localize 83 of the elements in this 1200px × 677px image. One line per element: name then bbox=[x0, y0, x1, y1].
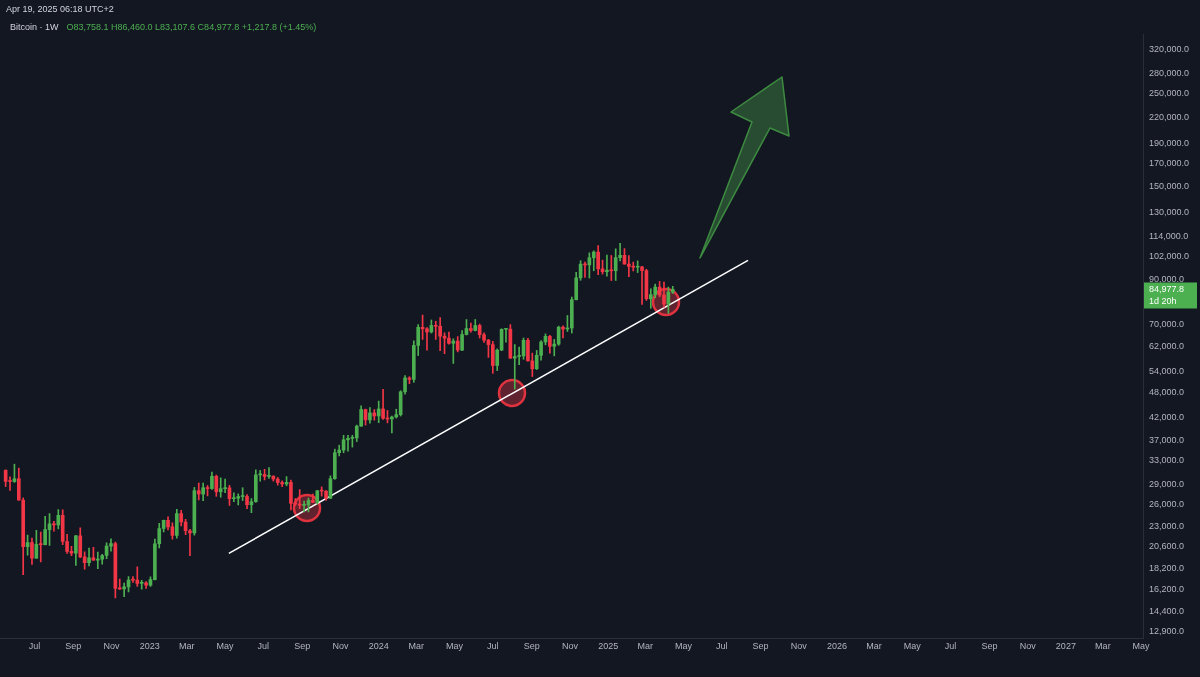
x-tick-label: Nov bbox=[103, 641, 121, 652]
candlestick bbox=[139, 580, 144, 590]
x-tick-label: 2027 bbox=[1055, 641, 1076, 652]
x-tick-label: Nov bbox=[561, 641, 579, 652]
y-tick-label: 150,000.0 bbox=[1149, 180, 1190, 191]
x-tick-label: 2026 bbox=[827, 641, 848, 652]
candlestick bbox=[297, 489, 302, 510]
x-tick-label: 2023 bbox=[139, 641, 160, 652]
y-tick-label: 14,400.0 bbox=[1149, 605, 1185, 616]
candlestick bbox=[135, 566, 140, 587]
x-tick-label: May bbox=[446, 641, 464, 652]
x-tick-label: Nov bbox=[1019, 641, 1037, 652]
candlestick bbox=[346, 435, 350, 452]
candlestick bbox=[425, 327, 429, 351]
x-tick-label: Mar bbox=[408, 641, 425, 652]
x-tick-label: Mar bbox=[1095, 641, 1111, 652]
y-tick-label: 102,000.0 bbox=[1149, 250, 1190, 261]
y-tick-label: 70,000.0 bbox=[1149, 319, 1185, 330]
y-tick-label: 220,000.0 bbox=[1149, 111, 1190, 122]
x-tick-label: May bbox=[216, 641, 235, 652]
y-tick-label: 23,000.0 bbox=[1149, 520, 1185, 531]
candlestick bbox=[605, 254, 609, 277]
x-tick-label: Sep bbox=[65, 641, 82, 652]
x-tick-label: Sep bbox=[294, 641, 311, 652]
candlestick bbox=[552, 339, 557, 357]
y-tick-label: 114,000.0 bbox=[1149, 230, 1189, 241]
y-tick-label: 12,900.0 bbox=[1149, 625, 1185, 636]
y-tick-label: 33,000.0 bbox=[1149, 455, 1185, 466]
x-tick-label: 2025 bbox=[598, 641, 619, 652]
x-tick-label: Jul bbox=[944, 641, 957, 652]
x-tick-label: Sep bbox=[523, 641, 540, 652]
candlestick bbox=[609, 255, 614, 281]
x-tick-label: Jul bbox=[257, 641, 270, 652]
candlestick bbox=[95, 551, 100, 570]
x-tick-label: Mar bbox=[637, 641, 653, 652]
text: 1d 20h bbox=[1149, 295, 1177, 306]
text: 84,977.8 bbox=[1149, 283, 1185, 294]
candlestick bbox=[451, 338, 456, 364]
chart-title: Bitcoin · 1W bbox=[10, 22, 59, 32]
candlestick bbox=[218, 477, 223, 498]
x-tick-label: 2024 bbox=[368, 641, 389, 652]
x-tick-label: Mar bbox=[866, 641, 882, 652]
x-tick-label: Jul bbox=[28, 641, 41, 652]
y-tick-label: 62,000.0 bbox=[1149, 341, 1185, 352]
y-tick-label: 42,000.0 bbox=[1149, 411, 1185, 422]
candlestick bbox=[267, 467, 271, 479]
y-tick-label: 29,000.0 bbox=[1149, 478, 1185, 489]
candlestick bbox=[372, 409, 377, 421]
y-tick-label: 18,200.0 bbox=[1149, 563, 1185, 574]
x-tick-label: Mar bbox=[179, 641, 195, 652]
x-tick-label: May bbox=[903, 641, 922, 652]
candlestick bbox=[196, 482, 201, 501]
candlestick bbox=[648, 288, 653, 309]
y-tick-label: 90,000.0 bbox=[1149, 273, 1185, 284]
candlestick bbox=[109, 538, 113, 552]
y-tick-label: 280,000.0 bbox=[1149, 67, 1190, 78]
y-tick-label: 190,000.0 bbox=[1149, 138, 1190, 149]
candlestick bbox=[302, 500, 306, 513]
candlestick bbox=[223, 478, 227, 494]
candlestick bbox=[232, 492, 236, 502]
y-tick-label: 20,600.0 bbox=[1149, 540, 1185, 551]
text: Apr 19, 2025 06:18 UTC+2 bbox=[6, 4, 114, 14]
x-tick-label: Jul bbox=[715, 641, 728, 652]
y-tick-label: 54,000.0 bbox=[1149, 366, 1185, 377]
x-tick-label: Jul bbox=[487, 641, 499, 652]
y-tick-label: 48,000.0 bbox=[1149, 387, 1185, 398]
x-tick-label: Sep bbox=[981, 641, 998, 652]
y-tick-label: 320,000.0 bbox=[1149, 43, 1190, 54]
y-tick-label: 170,000.0 bbox=[1149, 158, 1190, 169]
y-tick-label: 130,000.0 bbox=[1149, 206, 1190, 217]
y-tick-label: 16,200.0 bbox=[1149, 584, 1185, 595]
y-tick-label: 250,000.0 bbox=[1149, 88, 1190, 99]
x-tick-label: Nov bbox=[332, 641, 349, 652]
y-tick-label: 26,000.0 bbox=[1149, 498, 1185, 509]
x-tick-label: May bbox=[674, 641, 693, 652]
candlestick bbox=[38, 531, 43, 563]
chart-subtitle: O83,758.1 H86,460.0 L83,107.6 C84,977.8 +1,217.8 (+1.45%) bbox=[66, 22, 317, 32]
candlestick bbox=[640, 266, 644, 305]
y-tick-label: 37,000.0 bbox=[1149, 434, 1185, 445]
candlestick bbox=[627, 255, 631, 277]
x-tick-label: May bbox=[1132, 641, 1151, 652]
x-tick-label: Sep bbox=[752, 641, 769, 652]
x-tick-label: Nov bbox=[790, 641, 808, 652]
